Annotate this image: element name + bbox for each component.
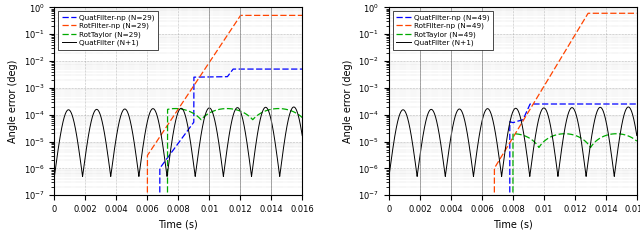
RotTaylor (N=49) <box>509 132 517 135</box>
RotTaylor (N=49) <box>543 138 550 141</box>
QuatFilter-np (N=29) <box>208 75 216 78</box>
QuatFilter (N+1) <box>582 173 590 176</box>
QuatFilter (N+1) <box>208 109 216 112</box>
RotFilter-np (N=49) <box>584 12 592 15</box>
X-axis label: Time (s): Time (s) <box>493 219 532 229</box>
Line: QuatFilter-np (N=49): QuatFilter-np (N=49) <box>389 104 637 244</box>
RotTaylor (N=49) <box>532 142 540 145</box>
QuatFilter-np (N=29) <box>298 68 306 71</box>
QuatFilter (N+1) <box>543 109 550 112</box>
RotFilter-np (N=29) <box>208 57 216 60</box>
RotTaylor (N=29) <box>298 116 306 119</box>
QuatFilter-np (N=49) <box>526 102 534 105</box>
X-axis label: Time (s): Time (s) <box>159 219 198 229</box>
QuatFilter-np (N=49) <box>543 102 550 105</box>
Line: RotFilter-np (N=29): RotFilter-np (N=29) <box>54 15 302 244</box>
RotTaylor (N=29) <box>208 110 216 113</box>
QuatFilter (N+1) <box>248 173 255 176</box>
Legend: QuatFilter-np (N=29), RotFilter-np (N=29), RotTaylor (N=29), QuatFilter (N+1): QuatFilter-np (N=29), RotFilter-np (N=29… <box>58 11 158 50</box>
QuatFilter-np (N=29) <box>197 76 205 79</box>
RotFilter-np (N=29) <box>197 73 205 76</box>
Line: RotFilter-np (N=49): RotFilter-np (N=49) <box>389 13 637 244</box>
RotFilter-np (N=29) <box>248 14 255 17</box>
RotTaylor (N=49) <box>569 133 577 136</box>
RotFilter-np (N=29) <box>234 17 242 20</box>
RotTaylor (N=29) <box>197 118 205 121</box>
QuatFilter-np (N=49) <box>582 102 590 105</box>
Line: QuatFilter (N+1): QuatFilter (N+1) <box>54 107 302 176</box>
QuatFilter (N+1) <box>298 134 306 137</box>
QuatFilter (N+1) <box>290 105 298 108</box>
RotTaylor (N=29) <box>234 109 242 112</box>
RotTaylor (N=49) <box>633 140 640 142</box>
RotTaylor (N=29) <box>248 117 255 120</box>
RotFilter-np (N=29) <box>237 14 244 17</box>
QuatFilter-np (N=29) <box>229 68 237 71</box>
QuatFilter-np (N=29) <box>234 68 242 71</box>
RotFilter-np (N=49) <box>543 81 550 83</box>
RotTaylor (N=49) <box>582 140 590 143</box>
QuatFilter (N+1) <box>63 109 70 112</box>
QuatFilter (N+1) <box>197 133 205 136</box>
QuatFilter-np (N=29) <box>248 68 255 71</box>
QuatFilter-np (N=49) <box>633 102 640 105</box>
Legend: QuatFilter-np (N=49), RotFilter-np (N=49), RotTaylor (N=49), QuatFilter (N+1): QuatFilter-np (N=49), RotFilter-np (N=49… <box>392 11 493 50</box>
QuatFilter (N+1) <box>475 138 483 141</box>
QuatFilter-np (N=49) <box>532 102 540 105</box>
Line: RotTaylor (N=49): RotTaylor (N=49) <box>389 134 637 244</box>
QuatFilter (N+1) <box>140 138 148 141</box>
RotFilter-np (N=49) <box>633 12 640 15</box>
QuatFilter (N+1) <box>569 106 577 109</box>
Line: QuatFilter (N+1): QuatFilter (N+1) <box>389 107 637 176</box>
QuatFilter (N+1) <box>633 134 640 137</box>
Y-axis label: Angle error (deg): Angle error (deg) <box>8 60 18 143</box>
Line: QuatFilter-np (N=29): QuatFilter-np (N=29) <box>54 69 302 244</box>
RotFilter-np (N=49) <box>532 99 540 102</box>
QuatFilter (N+1) <box>234 106 242 109</box>
QuatFilter (N+1) <box>532 133 540 136</box>
RotFilter-np (N=49) <box>582 15 590 18</box>
Y-axis label: Angle error (deg): Angle error (deg) <box>342 60 353 143</box>
QuatFilter (N+1) <box>385 175 393 178</box>
RotFilter-np (N=29) <box>298 14 306 17</box>
QuatFilter (N+1) <box>51 175 58 178</box>
Line: RotTaylor (N=29): RotTaylor (N=29) <box>54 109 302 244</box>
QuatFilter (N+1) <box>625 105 632 108</box>
QuatFilter-np (N=49) <box>569 102 577 105</box>
RotTaylor (N=29) <box>172 107 179 110</box>
QuatFilter (N+1) <box>397 109 405 112</box>
RotFilter-np (N=49) <box>569 37 577 40</box>
